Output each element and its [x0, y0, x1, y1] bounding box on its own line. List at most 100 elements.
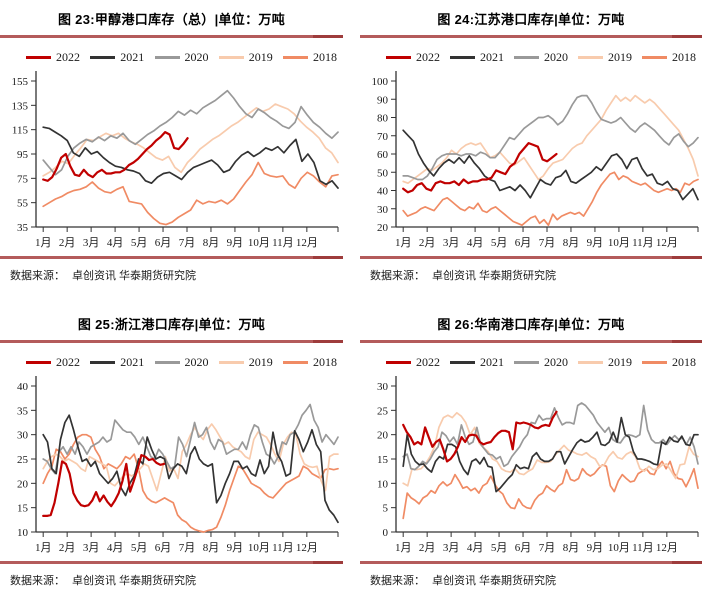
legend-label: 2019: [248, 355, 273, 369]
source-rule: [360, 561, 702, 564]
x-tick-label: 1月: [35, 237, 52, 249]
x-tick-label: 10月: [248, 237, 270, 249]
chart-canvas: 35 55 75 95 115 135 155 1月 2月 3月 4月 5月 6月 7月 8月 9月 10月 11…: [12, 71, 339, 249]
x-tick-label: 7月: [539, 542, 556, 554]
legend-label: 2021: [120, 355, 145, 369]
series-line-2018: [42, 161, 339, 226]
y-tick-label: 10: [377, 478, 389, 490]
x-tick-label: 7月: [179, 237, 196, 249]
legend-swatch: [386, 56, 411, 59]
legend-item-2020: 2020: [514, 355, 568, 370]
x-tick-label: 7月: [179, 542, 196, 554]
legend-swatch: [450, 361, 475, 364]
series-line-2019: [402, 411, 699, 487]
title-rule: [360, 35, 702, 38]
y-tick-label: 35: [17, 222, 29, 234]
x-tick-label: 7月: [539, 237, 556, 249]
legend-label: 2021: [480, 50, 504, 64]
y-tick-label: 15: [377, 454, 389, 466]
data-source-label: 数据来源：: [10, 270, 65, 282]
x-tick-label: 4月: [467, 237, 484, 249]
chart-legend: 2022 2021 2020 2019 2018: [26, 355, 337, 370]
data-source-text: 卓创资讯 华泰期货研究院: [432, 575, 557, 587]
y-tick-label: 35: [17, 405, 29, 417]
legend-label: 2022: [416, 50, 440, 64]
chart-canvas: 0 5 10 15 20 25 30 1月 2月 3月 4月 5月 6月 7月 8月 9月 10月 11月 12月: [377, 376, 699, 554]
y-tick-label: 30: [377, 204, 389, 216]
y-tick-label: 60: [377, 149, 389, 161]
chart-canvas: 20 30 40 50 60 70 80 90 100 1月 2月 3月 4月 5月 6月 7月 8月 9月 10月…: [372, 71, 699, 249]
y-tick-label: 100: [372, 76, 389, 88]
legend-item-2021: 2021: [450, 355, 504, 370]
chart-canvas: 10 15 20 25 30 35 40 1月 2月 3月 4月 5月 6月 7月 8月 9月 10月 11月 12…: [17, 376, 339, 554]
title-rule: [0, 340, 343, 343]
legend-item-2018: 2018: [642, 50, 696, 65]
series-line-2020: [402, 402, 699, 471]
data-source-label: 数据来源：: [370, 270, 425, 282]
legend-label: 2018: [672, 355, 696, 369]
x-tick-label: 8月: [203, 237, 220, 249]
figure-title: 图 24:江苏港口库存|单位：万吨: [437, 12, 625, 27]
x-tick-label: 1月: [35, 542, 52, 554]
series-line-2018: [42, 433, 339, 533]
figure-title: 图 25:浙江港口库存|单位：万吨: [77, 317, 266, 332]
x-tick-label: 3月: [443, 542, 460, 554]
x-tick-label: 9月: [227, 542, 244, 554]
legend-swatch: [578, 361, 603, 364]
x-tick-label: 5月: [131, 542, 148, 554]
legend-swatch: [642, 361, 667, 364]
x-tick-label: 3月: [83, 542, 100, 554]
figure-title: 图 26:华南港口库存|单位：万吨: [437, 317, 625, 332]
y-tick-label: 25: [17, 454, 29, 466]
x-tick-label: 9月: [227, 237, 244, 249]
legend-item-2020: 2020: [154, 50, 209, 65]
x-tick-label: 11月: [272, 542, 294, 554]
x-tick-label: 3月: [443, 237, 460, 249]
legend-label: 2018: [672, 50, 696, 64]
y-tick-label: 40: [17, 381, 29, 393]
series-line-2018: [402, 460, 699, 520]
legend-label: 2021: [120, 50, 145, 64]
y-tick-label: 10: [17, 527, 29, 539]
data-source: 数据来源： 卓创资讯 华泰期货研究院: [360, 259, 702, 283]
figure-title: 图 23:甲醇港口库存（总）|单位：万吨: [57, 12, 286, 27]
legend-swatch: [578, 56, 603, 59]
x-tick-label: 2月: [59, 237, 76, 249]
series-line-2019: [42, 423, 339, 492]
x-tick-label: 10月: [248, 542, 270, 554]
legend-label: 2018: [313, 355, 337, 369]
data-source: 数据来源： 卓创资讯 华泰期货研究院: [0, 564, 343, 588]
y-tick-label: 155: [12, 76, 29, 88]
legend-label: 2019: [608, 355, 632, 369]
x-tick-label: 2月: [59, 542, 76, 554]
y-tick-label: 15: [17, 503, 29, 515]
y-tick-label: 20: [17, 478, 29, 490]
data-source: 数据来源： 卓创资讯 华泰期货研究院: [0, 259, 343, 283]
legend-swatch: [26, 361, 51, 364]
figure-panel-24: 图 24:江苏港口库存|单位：万吨 2022 2021 2020 2019 2018 2…: [351, 0, 702, 283]
y-tick-label: 90: [377, 94, 389, 106]
y-tick-label: 25: [377, 405, 389, 417]
chart-legend: 2022 2021 2020 2019 2018: [386, 355, 696, 370]
legend-item-2018: 2018: [642, 355, 696, 370]
legend-item-2022: 2022: [26, 355, 80, 370]
legend-swatch: [514, 361, 539, 364]
x-tick-label: 10月: [608, 237, 630, 249]
chart-legend: 2022 2021 2020 2019 2018: [26, 50, 337, 65]
legend-label: 2020: [544, 355, 568, 369]
x-tick-label: 4月: [107, 542, 124, 554]
series-line-2022: [402, 141, 558, 194]
legend-swatch: [283, 361, 308, 364]
y-tick-label: 0: [383, 527, 389, 539]
data-source-label: 数据来源：: [370, 575, 425, 587]
series-line-2020: [42, 403, 339, 475]
y-tick-label: 95: [17, 149, 29, 161]
legend-label: 2018: [313, 50, 337, 64]
x-tick-label: 6月: [515, 542, 532, 554]
x-tick-label: 5月: [491, 237, 508, 249]
figure-panel-26: 图 26:华南港口库存|单位：万吨 2022 2021 2020 2019 2018 0…: [351, 305, 702, 588]
y-tick-label: 70: [377, 131, 389, 143]
title-rule: [0, 35, 343, 38]
series-line-2021: [402, 416, 699, 493]
